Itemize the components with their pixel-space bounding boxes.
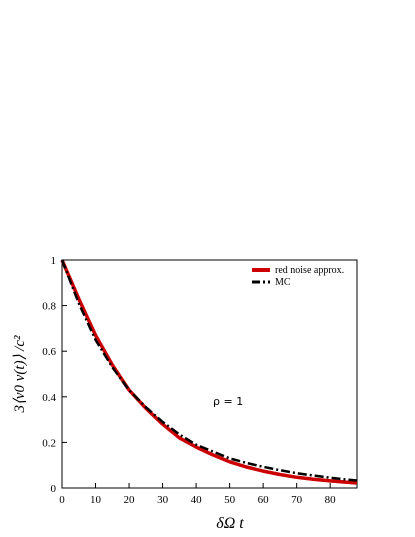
series-line-mc: [60, 259, 358, 482]
x-tick-label-2: 20: [124, 494, 136, 506]
x-tick-label-4: 40: [191, 494, 203, 506]
y-tick-label-2: 0.4: [42, 392, 56, 404]
legend-label-mc: MC: [275, 277, 291, 288]
series-line-red-noise-approx: [60, 259, 358, 485]
y-tick-label-1: 0.2: [42, 437, 56, 449]
x-tick-label-7: 70: [291, 494, 303, 506]
plot-frame: [61, 259, 358, 489]
x-tick-label-1: 10: [90, 494, 102, 506]
x-tick-label-8: 80: [325, 494, 337, 506]
series-layer: [60, 259, 358, 485]
y-tick-label-3: 0.6: [42, 346, 56, 358]
legend-label-red-noise: red noise approx.: [275, 265, 344, 276]
x-tick-label-5: 50: [224, 494, 236, 506]
x-tick-label-6: 60: [258, 494, 270, 506]
y-tick-label-0: 0: [51, 483, 57, 495]
rho-annotation: ρ = 1: [213, 395, 243, 408]
ticks-layer: 0 10 20 30 40 50 60 70 80 0 0.2 0.4 0.6 0.8 1: [42, 255, 336, 506]
y-tick-label-5: 1: [51, 255, 57, 267]
y-tick-label-4: 0.8: [42, 301, 56, 313]
y-axis-title: 3⟨v0 v(t)⟩ /c²: [12, 335, 28, 414]
x-tick-label-3: 30: [157, 494, 169, 506]
legend: red noise approx. MC: [252, 265, 344, 288]
x-axis-title: δΩ t: [216, 515, 244, 532]
x-tick-label-0: 0: [59, 494, 65, 506]
